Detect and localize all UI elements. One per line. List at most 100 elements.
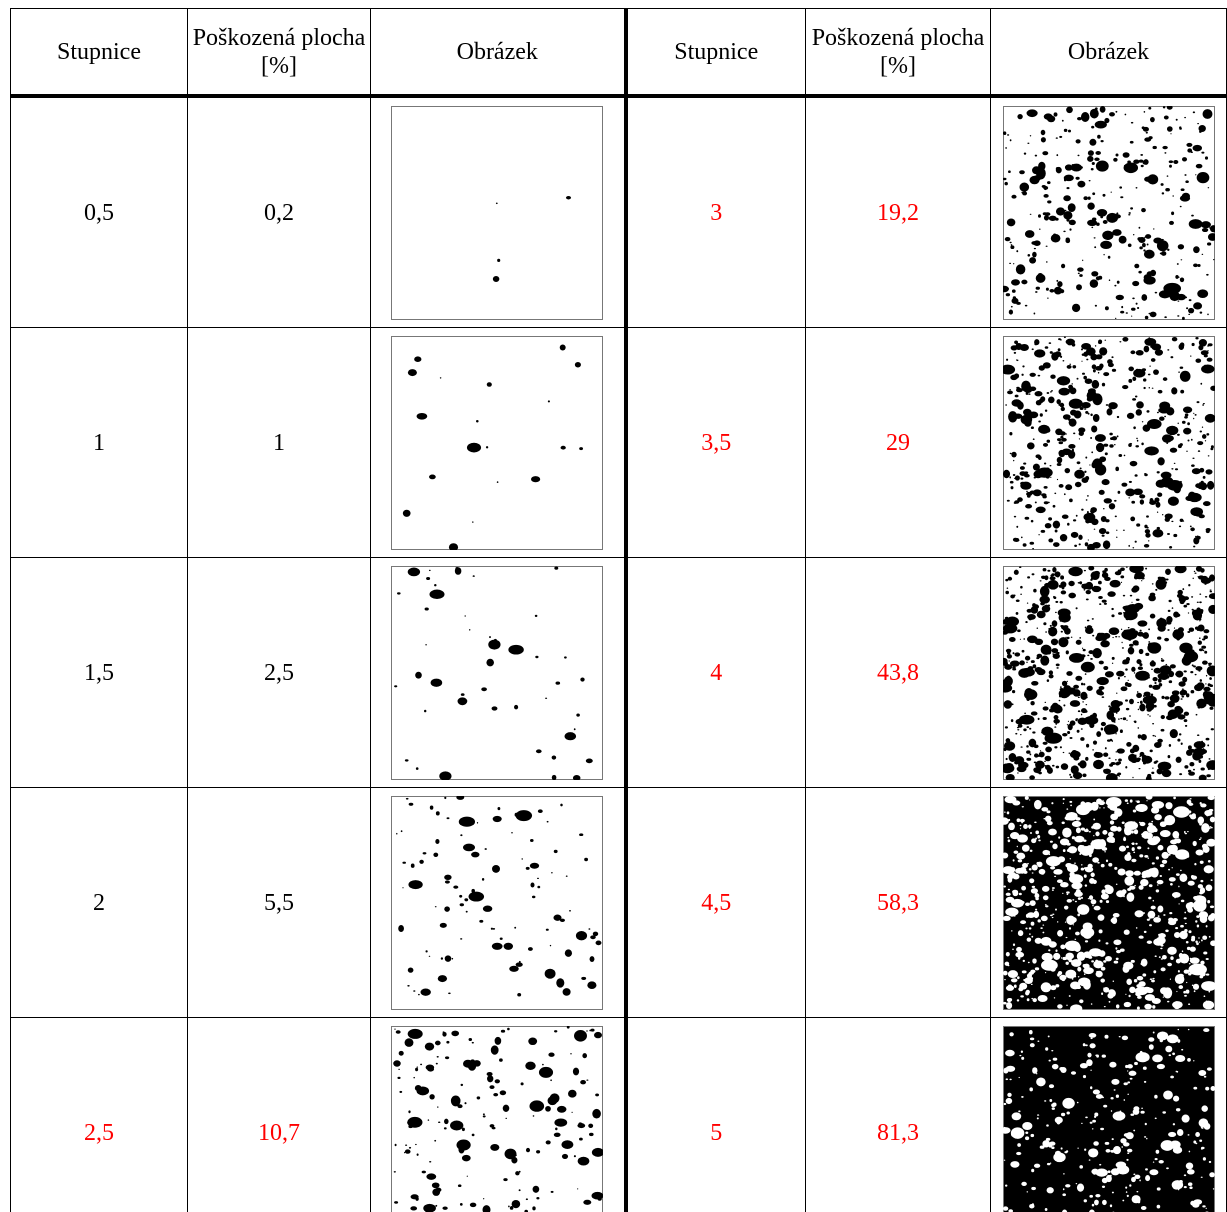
speckle bbox=[1069, 776, 1071, 778]
speckle bbox=[1095, 959, 1098, 962]
speckle bbox=[1075, 139, 1080, 143]
speckle bbox=[459, 894, 462, 897]
speckle bbox=[1092, 712, 1097, 717]
speckle bbox=[509, 644, 524, 654]
speckle bbox=[1009, 389, 1010, 390]
speckle bbox=[1113, 721, 1115, 723]
speckle bbox=[1045, 245, 1047, 246]
speckle bbox=[522, 858, 523, 859]
speckle bbox=[530, 839, 534, 842]
speckle bbox=[498, 807, 501, 810]
speckle bbox=[1166, 438, 1170, 441]
speckle bbox=[1177, 589, 1182, 594]
speckle bbox=[1094, 345, 1095, 347]
speckle bbox=[1131, 847, 1134, 851]
speckle bbox=[1044, 409, 1046, 411]
speckle bbox=[1048, 1059, 1050, 1061]
speckle bbox=[1010, 345, 1017, 350]
header-cell: Obrázek bbox=[991, 9, 1227, 97]
speckle bbox=[1113, 157, 1117, 161]
speckle bbox=[1041, 885, 1048, 891]
speckle bbox=[1138, 237, 1145, 243]
speckle bbox=[476, 420, 479, 422]
speckle bbox=[1136, 692, 1142, 697]
speckle bbox=[1204, 440, 1205, 441]
header-cell: Poškozená plocha [%] bbox=[188, 9, 371, 97]
speckle bbox=[1208, 758, 1210, 760]
speckle bbox=[457, 1139, 471, 1150]
speckle bbox=[1085, 456, 1087, 458]
speckle bbox=[1033, 476, 1035, 478]
speckle bbox=[1101, 534, 1104, 536]
speckle bbox=[1122, 594, 1124, 596]
speckle bbox=[1024, 796, 1028, 800]
speckle bbox=[1045, 1047, 1048, 1050]
speckle bbox=[492, 706, 498, 710]
speckle bbox=[1144, 524, 1147, 528]
speckle bbox=[1209, 594, 1213, 596]
speckle bbox=[1080, 691, 1087, 699]
speckle bbox=[1126, 892, 1134, 901]
speckle bbox=[1085, 1116, 1088, 1118]
scale-cell: 5 bbox=[626, 1018, 806, 1212]
speckle bbox=[515, 926, 517, 928]
speckle bbox=[1009, 476, 1011, 478]
speckle bbox=[1128, 497, 1130, 498]
speckle bbox=[1178, 985, 1183, 989]
speckle bbox=[1100, 139, 1103, 141]
speckle bbox=[1114, 866, 1117, 869]
speckle bbox=[400, 1090, 403, 1092]
speckle bbox=[1005, 404, 1007, 406]
speckle bbox=[1018, 761, 1028, 768]
speckle bbox=[416, 767, 419, 770]
speckle bbox=[1051, 1063, 1058, 1068]
speckle bbox=[1099, 899, 1102, 902]
speckle bbox=[1085, 756, 1088, 760]
speckle bbox=[1101, 1096, 1103, 1098]
speckle bbox=[1146, 940, 1151, 944]
speckle bbox=[1134, 1174, 1140, 1178]
speckle bbox=[1043, 501, 1048, 504]
speckle bbox=[1177, 969, 1179, 972]
speckle bbox=[1076, 657, 1082, 661]
speckle bbox=[1188, 313, 1190, 314]
speckle bbox=[1092, 740, 1096, 744]
speckle bbox=[1077, 809, 1079, 811]
speckle bbox=[1012, 943, 1014, 946]
speckle bbox=[1068, 566, 1082, 575]
speckle bbox=[411, 863, 415, 867]
speckle bbox=[1012, 948, 1014, 950]
speckle bbox=[1024, 712, 1026, 714]
speckle bbox=[1148, 822, 1149, 823]
speckle bbox=[1016, 845, 1017, 846]
speckle bbox=[1122, 605, 1128, 609]
speckle bbox=[1159, 863, 1164, 866]
speckle bbox=[1071, 303, 1079, 311]
speckle bbox=[1025, 902, 1030, 906]
speckle bbox=[1038, 534, 1039, 535]
speckle bbox=[1202, 748, 1203, 749]
speckle bbox=[1077, 976, 1079, 977]
speckle bbox=[1098, 950, 1105, 957]
speckle bbox=[1044, 755, 1051, 761]
speckle bbox=[1112, 980, 1113, 981]
speckle bbox=[1131, 518, 1133, 519]
speckle bbox=[1195, 535, 1196, 537]
speckle bbox=[493, 275, 500, 281]
speckle bbox=[450, 1120, 463, 1130]
speckle bbox=[1187, 901, 1193, 907]
speckle bbox=[1209, 677, 1212, 680]
speckle bbox=[1128, 1070, 1136, 1075]
speckle bbox=[1143, 930, 1146, 932]
speckle bbox=[1107, 774, 1110, 777]
speckle bbox=[1133, 488, 1143, 495]
speckle bbox=[1051, 390, 1053, 392]
speckle bbox=[577, 713, 581, 716]
speckle bbox=[1059, 694, 1061, 697]
speckle bbox=[1016, 818, 1020, 822]
speckle bbox=[1212, 1188, 1213, 1189]
speckle bbox=[1062, 1193, 1066, 1196]
speckle bbox=[1088, 1159, 1090, 1160]
speckle bbox=[1207, 900, 1210, 903]
speckle bbox=[1102, 491, 1104, 492]
